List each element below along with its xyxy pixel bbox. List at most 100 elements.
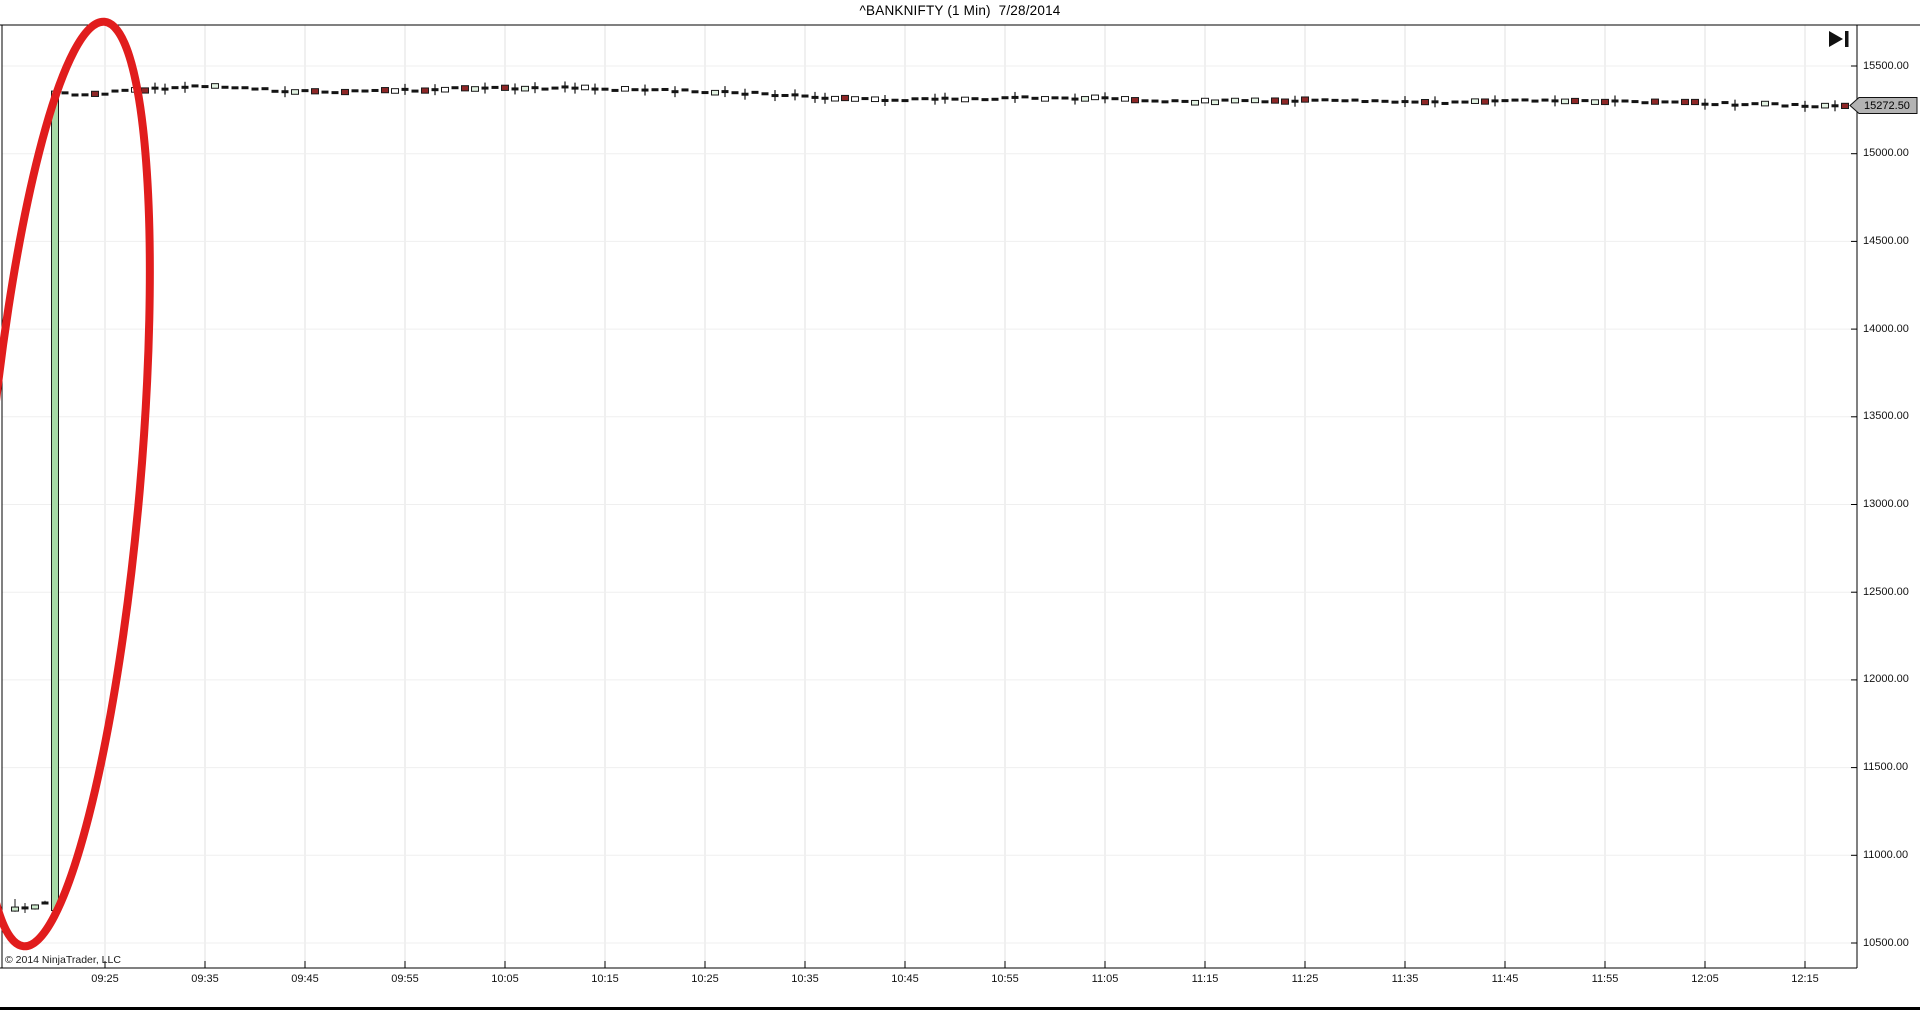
candle-body [31,904,39,910]
candle [1341,99,1349,103]
spike-candle [51,88,59,912]
candle [1711,103,1719,107]
candle [1031,96,1039,100]
time-axis-label: 10:25 [691,973,719,985]
candle-body [1191,99,1199,106]
candle [1531,99,1539,103]
candle [81,93,89,97]
candle-body [621,86,629,92]
candle [761,92,769,96]
candle [41,901,49,905]
last-price-marker: 15272.50 [1849,97,1918,114]
candle [1441,101,1449,105]
candle-body [1091,94,1099,101]
candle-body [311,88,319,95]
price-axis-label: 11000.00 [1863,848,1909,861]
candle [891,98,899,102]
candle [71,93,79,97]
spike-highlight-ellipse[interactable] [0,15,180,953]
candle [691,90,699,94]
candle [921,97,929,101]
go-to-end-button[interactable] [1827,29,1851,49]
candle [1661,100,1669,104]
candle [251,87,259,91]
candle-body [1281,98,1289,105]
time-axis-label: 12:15 [1791,973,1819,985]
last-price-label: 15272.50 [1864,100,1910,112]
candle [901,99,909,103]
candle [1411,100,1419,104]
candle [1501,99,1509,103]
candle [1261,100,1269,104]
candle [1021,95,1029,99]
candle [1671,100,1679,104]
candle-body [581,84,589,91]
candle [41,900,49,905]
candle [221,85,229,89]
candle-body [961,96,969,103]
candle-body [421,87,429,94]
time-axis-label: 11:15 [1191,973,1219,985]
candle-body [341,88,349,96]
time-axis-label: 11:25 [1291,973,1319,985]
price-axis-label: 12500.00 [1863,585,1909,598]
time-axis-label: 11:55 [1591,973,1619,985]
candle-body [471,86,479,92]
candle-body [521,85,529,92]
candle [1741,103,1749,107]
candle [1581,99,1589,103]
candle [271,89,279,93]
candle-body [1651,98,1659,105]
candle-body [871,96,879,103]
candle [751,90,759,94]
candle-body [1561,98,1569,105]
candle [491,85,499,89]
candle-body [1601,98,1609,106]
candle [781,93,789,97]
candle [1371,99,1379,103]
gridlines [2,25,1857,968]
candle-body [1471,98,1479,104]
candle [1181,99,1189,103]
time-axis-label: 09:25 [91,973,119,985]
window-bottom-border [0,1007,1920,1010]
candle [981,98,989,102]
candle [1331,98,1339,102]
candle [631,88,639,92]
candle-body [1201,97,1209,104]
candle-body [1681,98,1689,106]
candle-body [1271,97,1279,104]
time-axis-label: 10:35 [791,973,819,985]
time-axis-label: 11:05 [1091,973,1119,985]
candle [801,94,809,98]
candle [1521,98,1529,102]
candle [31,904,39,910]
candle [1781,104,1789,108]
chart-frame [0,24,1920,969]
price-axis-label: 14500.00 [1863,234,1909,247]
candle [1061,96,1069,100]
candle [971,97,979,101]
candle-body [1131,97,1139,104]
candle-body [1591,99,1599,105]
candle [11,898,19,912]
candle-body [1231,97,1239,104]
candle [541,87,549,91]
candle [1361,100,1369,104]
candle [991,97,999,101]
candle [651,88,659,92]
candle [1811,105,1819,109]
price-axis-label: 15500.00 [1863,59,1909,72]
candle [1451,100,1459,104]
candle [61,91,69,95]
candle-body [91,90,99,97]
candle [1171,99,1179,103]
candle [1641,101,1649,105]
candle [601,87,609,91]
candle-body [1081,96,1089,102]
candle [1721,101,1729,105]
candle-body [831,95,839,102]
candle [1461,100,1469,104]
